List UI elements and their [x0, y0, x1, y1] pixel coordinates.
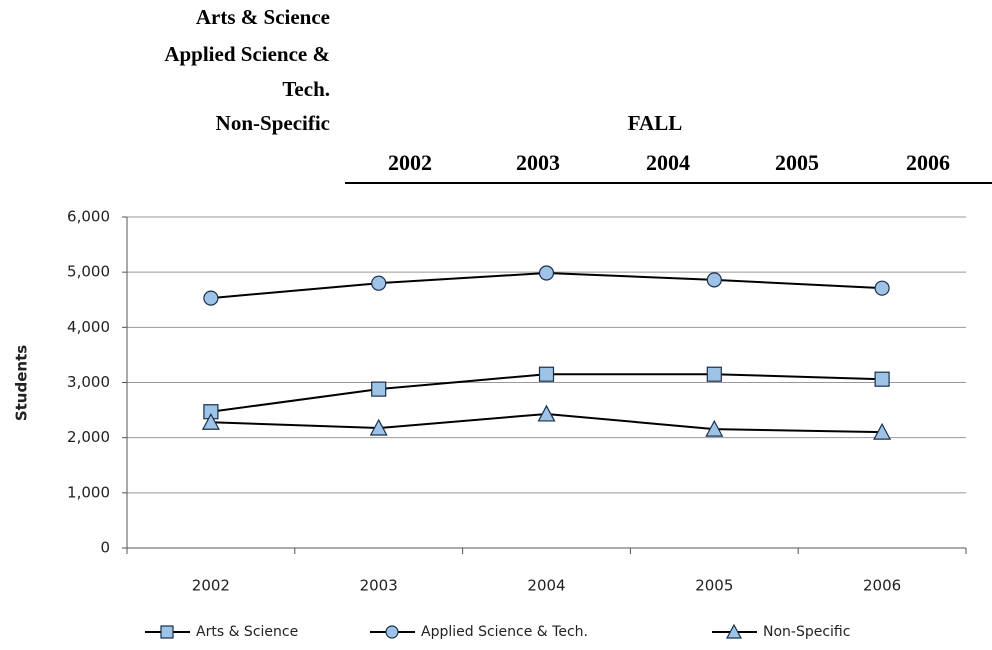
- y-tick-label: 5,000: [67, 263, 110, 281]
- data-point: [873, 422, 892, 440]
- year: 2005: [775, 150, 819, 175]
- header-rule: [345, 182, 992, 184]
- legend-marker: [385, 625, 399, 639]
- data-point: [371, 275, 387, 291]
- group-title: FALL: [627, 111, 683, 135]
- data-point: [537, 404, 556, 422]
- y-axis-label: Students: [13, 345, 31, 421]
- x-tick-label: 2002: [192, 577, 230, 595]
- data-point: [874, 371, 890, 387]
- data-point: [538, 366, 555, 382]
- y-tick-label: 0: [100, 539, 110, 557]
- x-tick-label: 2003: [360, 577, 398, 595]
- x-tick-label: 2005: [695, 577, 733, 595]
- data-point: [538, 265, 555, 281]
- year: 2006: [906, 150, 950, 175]
- data-point: [706, 366, 722, 382]
- legend-label: Non-Specific: [763, 624, 850, 640]
- data-point: [706, 272, 722, 288]
- y-tick-label: 4,000: [67, 318, 110, 336]
- data-point: [705, 419, 724, 437]
- legend-marker: [725, 623, 743, 639]
- row-label: Arts & Science: [195, 5, 330, 29]
- year: 2004: [646, 150, 690, 175]
- data-point: [371, 381, 387, 397]
- data-point: [874, 280, 890, 296]
- row-label: Non-Specific: [215, 111, 330, 135]
- legend-label: Applied Science & Tech.: [421, 624, 588, 640]
- row-label: Applied Science & Tech.: [164, 42, 330, 101]
- data-point: [369, 418, 388, 436]
- data-point: [203, 290, 219, 306]
- y-tick-label: 2,000: [67, 428, 110, 446]
- y-tick-label: 3,000: [67, 373, 110, 391]
- legend-marker: [160, 625, 174, 639]
- year: 2002: [388, 150, 432, 175]
- year: 2003: [516, 150, 560, 175]
- y-tick-label: 6,000: [67, 208, 110, 226]
- x-tick-label: 2006: [863, 577, 901, 595]
- x-tick-label: 2004: [527, 577, 565, 595]
- data-point: [201, 412, 220, 430]
- y-tick-label: 1,000: [67, 483, 110, 501]
- legend-label: Arts & Science: [196, 624, 298, 640]
